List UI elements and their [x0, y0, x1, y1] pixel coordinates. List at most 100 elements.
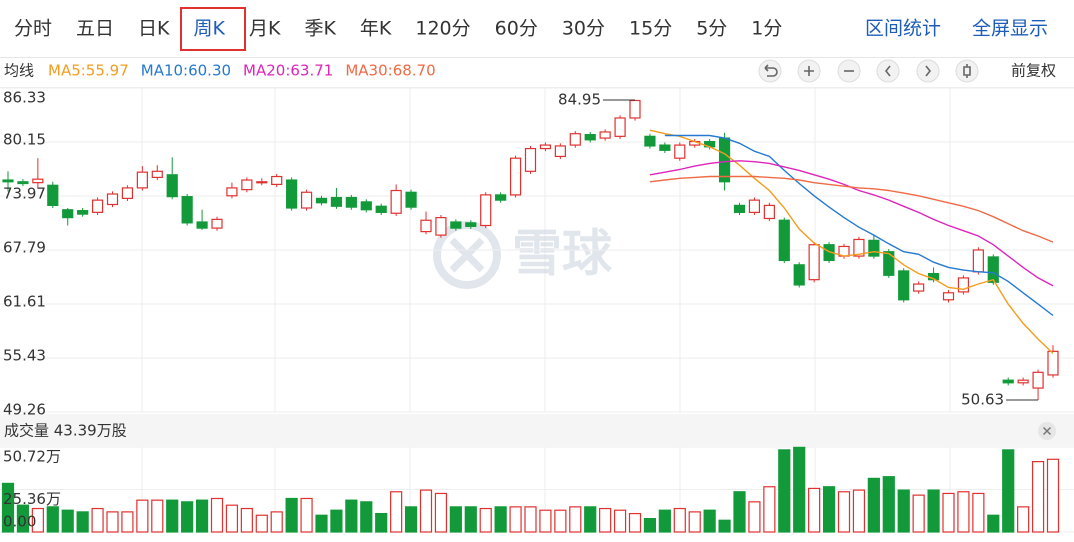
candle-body — [360, 201, 372, 211]
undo-button[interactable] — [758, 59, 782, 83]
candle-body — [644, 135, 656, 147]
volume-bar — [91, 507, 104, 533]
candle-body — [62, 209, 74, 219]
candle-body — [375, 205, 387, 213]
y-tick-label: 50.72万 — [3, 448, 61, 466]
candle-body — [957, 277, 970, 293]
volume-bar — [927, 489, 940, 533]
volume-bar — [718, 519, 731, 533]
volume-bar — [136, 499, 149, 533]
candle-body — [271, 175, 283, 186]
candle-body — [898, 270, 910, 301]
candle-body — [524, 147, 537, 172]
volume-bar — [1002, 449, 1015, 533]
left-button[interactable] — [876, 59, 900, 83]
volume-bar — [703, 509, 716, 533]
candle-body — [405, 191, 417, 208]
candle-body — [1017, 379, 1029, 384]
tab[interactable]: 15分 — [629, 18, 672, 40]
toolbar-glyphs — [764, 64, 971, 78]
volume-bar — [584, 506, 597, 533]
candle-body — [256, 181, 268, 184]
candle-button[interactable] — [955, 59, 979, 83]
y-tick-label: 49.26 — [3, 401, 46, 419]
volume-bar — [539, 509, 552, 533]
volume-bar — [793, 446, 806, 533]
volume-bar — [464, 506, 477, 533]
candle-body — [480, 194, 492, 227]
candle-body — [748, 199, 761, 213]
candle-body — [569, 133, 581, 146]
volume-bar — [972, 492, 985, 533]
y-tick-label: 55.43 — [3, 347, 46, 365]
candle-body — [629, 99, 641, 119]
candle-body — [330, 196, 343, 207]
tab[interactable]: 周K — [194, 18, 226, 40]
tab[interactable]: 季K — [304, 18, 336, 40]
tab[interactable]: 1分 — [751, 18, 782, 40]
volume-bar — [509, 506, 522, 533]
tab[interactable]: 日K — [138, 18, 170, 40]
volume-bar — [345, 499, 358, 533]
candle-body — [913, 283, 925, 292]
volume-bar — [315, 514, 328, 533]
volume-bar — [419, 489, 433, 533]
adjust-label[interactable]: 前复权 — [1011, 62, 1056, 80]
candle-body — [77, 210, 89, 215]
tab[interactable]: 5分 — [696, 18, 727, 40]
candle-body — [554, 145, 566, 158]
volume-bar — [554, 509, 567, 533]
candle-body — [778, 219, 790, 262]
candle-glyph — [963, 64, 971, 78]
tab[interactable]: 30分 — [562, 18, 605, 40]
action-link[interactable]: 全屏显示 — [972, 18, 1048, 40]
legend-entry: MA5:55.97 — [48, 62, 129, 80]
volume-bar — [569, 506, 582, 533]
ma-line — [664, 134, 1054, 317]
volume-bar — [1017, 506, 1030, 533]
candle-body — [659, 144, 671, 151]
watermark-logo-mark — [449, 237, 485, 273]
tab[interactable]: 分时 — [14, 18, 52, 40]
candle-body — [2, 179, 14, 183]
tab[interactable]: 五日 — [76, 18, 114, 40]
volume-bar — [61, 509, 74, 533]
candle-body — [584, 133, 596, 141]
candle-body — [300, 191, 313, 209]
volume-bar — [628, 512, 642, 533]
action-link[interactable]: 区间统计 — [865, 18, 941, 40]
price-grid — [0, 87, 1074, 533]
volume-bar — [151, 499, 164, 533]
tab[interactable]: 月K — [249, 18, 281, 40]
y-tick-label: 0.00 — [3, 513, 36, 531]
indicator-label: 均线 — [4, 62, 34, 80]
candle-body — [674, 144, 686, 159]
volume-bar — [31, 507, 44, 533]
volume-title: 成交量 43.39万股 — [4, 422, 127, 440]
annotation-label: 84.95 — [558, 91, 601, 109]
tab[interactable]: 年K — [360, 18, 392, 40]
volume-bar — [524, 506, 537, 533]
candle-body — [91, 199, 104, 213]
watermark: 雪球 — [433, 221, 613, 289]
annotation-label: 50.63 — [961, 391, 1004, 409]
volume-bar — [778, 449, 791, 533]
candle-body — [435, 217, 447, 236]
candle-body — [465, 222, 477, 227]
plus-glyph — [804, 66, 814, 76]
volume-bar — [255, 514, 268, 533]
volume-header — [0, 414, 1074, 446]
right-button[interactable] — [916, 59, 940, 83]
y-tick-label: 80.15 — [3, 131, 46, 149]
volume-bar — [330, 509, 343, 533]
tab[interactable]: 120分 — [415, 18, 470, 40]
plot: 84.95 50.63 0.00 25.36万 50.72万 86.33 80.15 73.9… — [0, 87, 1074, 533]
volume-bar — [1046, 458, 1060, 533]
volume-bar — [763, 486, 776, 533]
volume-bar — [494, 506, 507, 533]
candle-body — [450, 221, 462, 229]
candle-body — [808, 244, 820, 281]
tab[interactable]: 60分 — [495, 18, 538, 40]
volume-bar — [285, 497, 298, 533]
